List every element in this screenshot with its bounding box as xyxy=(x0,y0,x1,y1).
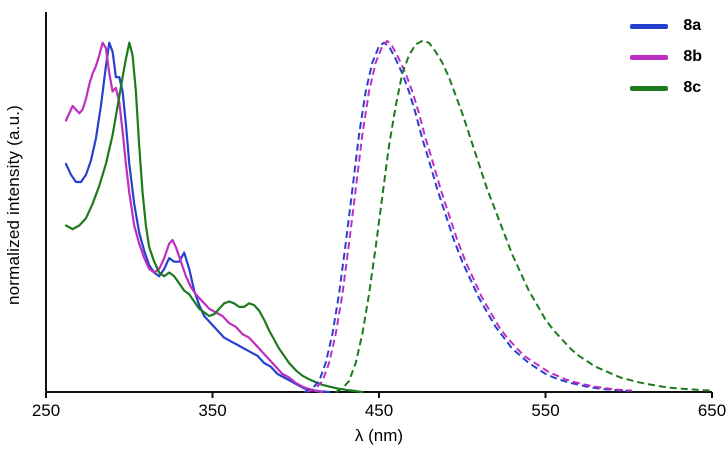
x-axis-title: λ (nm) xyxy=(354,426,404,445)
legend-label-8a: 8a xyxy=(683,17,702,34)
legend-item-8c: 8c xyxy=(630,80,702,96)
series-8b-absorption-line xyxy=(64,41,324,394)
series-8c-emission-line xyxy=(335,39,713,393)
x-tick-label-450: 450 xyxy=(365,401,393,420)
legend-item-8a: 8a xyxy=(630,18,702,34)
legend-label-8c: 8c xyxy=(683,79,702,96)
series-8a-absorption-line xyxy=(64,41,331,394)
x-tick-label-350: 350 xyxy=(198,401,226,420)
x-tick-label-650: 650 xyxy=(698,401,726,420)
series-8b-emission-line xyxy=(307,39,633,393)
series-8c-absorption-line xyxy=(64,41,364,394)
x-tick-label-550: 550 xyxy=(531,401,559,420)
legend-swatch-8a xyxy=(630,23,669,29)
legend-swatch-8c xyxy=(630,85,669,91)
legend-swatch-8b xyxy=(630,54,669,60)
y-axis-title: normalized intensity (a.u.) xyxy=(4,104,23,306)
legend-item-8b: 8b xyxy=(630,49,702,65)
x-tick-label-250: 250 xyxy=(32,401,60,420)
series-8a-emission-line xyxy=(303,41,629,393)
legend: 8a 8b 8c xyxy=(630,18,702,96)
legend-label-8b: 8b xyxy=(683,48,702,65)
